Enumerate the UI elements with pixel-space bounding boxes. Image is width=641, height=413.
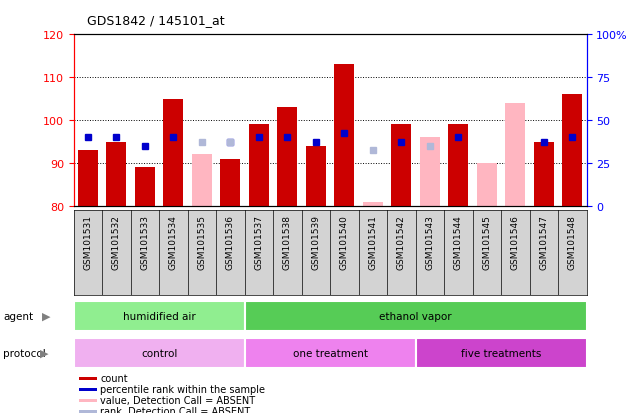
Bar xyxy=(135,168,155,206)
Bar xyxy=(79,377,97,380)
Bar xyxy=(79,410,97,413)
Text: GSM101548: GSM101548 xyxy=(568,215,577,270)
Text: GSM101531: GSM101531 xyxy=(83,215,92,270)
Bar xyxy=(74,338,245,368)
Text: GSM101547: GSM101547 xyxy=(539,215,548,270)
Bar xyxy=(245,301,587,331)
Text: GSM101544: GSM101544 xyxy=(454,215,463,269)
Text: GSM101546: GSM101546 xyxy=(511,215,520,270)
Bar xyxy=(335,65,354,206)
Bar xyxy=(534,142,554,206)
Bar xyxy=(221,159,240,206)
Text: GSM101543: GSM101543 xyxy=(426,215,435,270)
Bar xyxy=(415,338,587,368)
Text: ▶: ▶ xyxy=(42,311,50,321)
Bar xyxy=(448,125,469,206)
Text: humidified air: humidified air xyxy=(123,311,196,321)
Text: five treatments: five treatments xyxy=(461,348,541,358)
Text: agent: agent xyxy=(3,311,33,321)
Text: rank, Detection Call = ABSENT: rank, Detection Call = ABSENT xyxy=(101,406,251,413)
Text: protocol: protocol xyxy=(3,348,46,358)
Bar xyxy=(79,399,97,401)
Text: percentile rank within the sample: percentile rank within the sample xyxy=(101,385,265,394)
Text: ▶: ▶ xyxy=(40,348,48,358)
Text: GSM101540: GSM101540 xyxy=(340,215,349,270)
Bar xyxy=(420,138,440,206)
Bar xyxy=(562,95,582,206)
Text: GSM101536: GSM101536 xyxy=(226,215,235,270)
Text: GSM101538: GSM101538 xyxy=(283,215,292,270)
Text: GSM101545: GSM101545 xyxy=(482,215,491,270)
Text: GSM101539: GSM101539 xyxy=(312,215,320,270)
Text: GSM101537: GSM101537 xyxy=(254,215,263,270)
Text: GSM101541: GSM101541 xyxy=(369,215,378,270)
Text: count: count xyxy=(101,373,128,383)
Bar xyxy=(392,125,412,206)
Bar xyxy=(163,100,183,206)
Bar xyxy=(306,147,326,206)
Text: value, Detection Call = ABSENT: value, Detection Call = ABSENT xyxy=(101,396,256,406)
Bar xyxy=(477,164,497,206)
Bar xyxy=(192,155,212,206)
Text: GSM101534: GSM101534 xyxy=(169,215,178,270)
Bar xyxy=(245,338,415,368)
Text: GSM101533: GSM101533 xyxy=(140,215,149,270)
Bar xyxy=(106,142,126,206)
Bar xyxy=(505,104,525,206)
Text: GSM101542: GSM101542 xyxy=(397,215,406,269)
Text: GSM101532: GSM101532 xyxy=(112,215,121,270)
Bar xyxy=(78,151,98,206)
Text: control: control xyxy=(141,348,178,358)
Text: GDS1842 / 145101_at: GDS1842 / 145101_at xyxy=(87,14,224,27)
Bar xyxy=(278,108,297,206)
Bar xyxy=(79,388,97,391)
Text: GSM101535: GSM101535 xyxy=(197,215,206,270)
Bar xyxy=(363,202,383,206)
Text: ethanol vapor: ethanol vapor xyxy=(379,311,452,321)
Text: one treatment: one treatment xyxy=(292,348,368,358)
Bar xyxy=(249,125,269,206)
Bar xyxy=(74,301,245,331)
